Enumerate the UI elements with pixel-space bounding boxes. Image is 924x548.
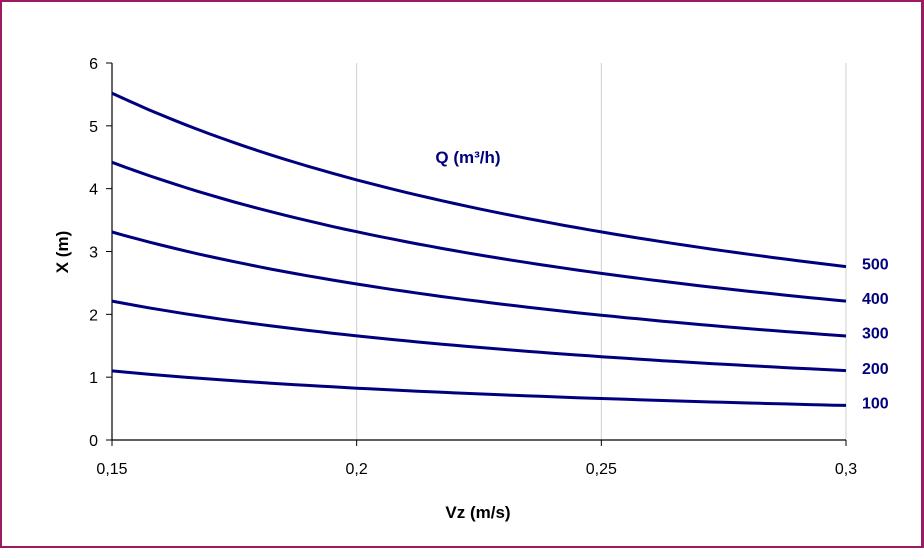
x-tick-label: 0,3 <box>835 461 857 478</box>
series-label-200: 200 <box>862 361 889 378</box>
series-label-300: 300 <box>862 326 889 343</box>
x-axis-title: Vz (m/s) <box>445 503 510 522</box>
series-line-500 <box>111 91 847 269</box>
y-tick-label: 1 <box>89 370 98 387</box>
y-tick-label: 3 <box>89 245 98 262</box>
y-axis-title: X (m) <box>53 231 72 274</box>
y-tick-label: 0 <box>89 433 98 450</box>
series-lines <box>111 91 847 407</box>
y-tick-label: 4 <box>89 182 98 199</box>
series-line-300 <box>111 230 847 338</box>
series-label-500: 500 <box>862 257 889 274</box>
y-tick-label: 6 <box>89 56 98 73</box>
x-tick-label: 0,15 <box>96 461 127 478</box>
x-tick-label: 0,2 <box>346 461 368 478</box>
series-label-100: 100 <box>862 395 889 412</box>
y-tick-label: 5 <box>89 119 98 136</box>
series-line-100 <box>111 369 847 407</box>
y-tick-label: 2 <box>89 307 98 324</box>
axes <box>106 62 847 446</box>
series-label-400: 400 <box>862 291 889 308</box>
series-line-400 <box>111 160 847 303</box>
x-tick-label: 0,25 <box>586 461 617 478</box>
series-line-200 <box>111 299 847 373</box>
tick-labels: 0,15 0,2 0,25 0,3 0 1 2 3 4 5 6 500 400 300 200 100 <box>89 56 889 478</box>
flow-rate-annotation: Q (m³/h) <box>435 148 500 167</box>
grid <box>356 63 847 440</box>
